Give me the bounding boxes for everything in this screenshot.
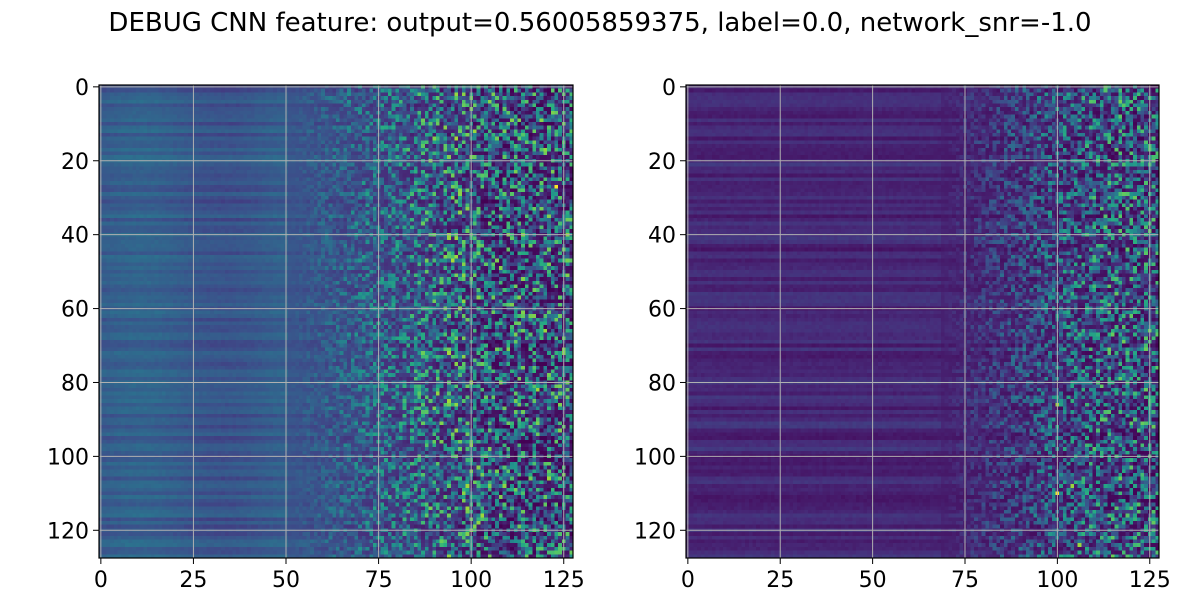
- x-tick-label: 50: [272, 568, 300, 593]
- x-tick-label: 25: [766, 568, 794, 593]
- x-tick-label: 125: [543, 568, 585, 593]
- x-tick-label: 100: [450, 568, 492, 593]
- y-tick-label: 40: [61, 224, 89, 249]
- x-tick-label: 0: [681, 568, 695, 593]
- y-tick-label: 80: [61, 371, 89, 396]
- axes-frame: [685, 84, 1160, 559]
- y-tick-label: 60: [61, 298, 89, 323]
- x-tick-label: 125: [1129, 568, 1171, 593]
- heatmap-image: [686, 85, 1159, 558]
- heatmap-image: [99, 85, 573, 558]
- y-tick-label: 120: [634, 519, 676, 544]
- x-tick-label: 100: [1036, 568, 1078, 593]
- y-tick-label: 0: [662, 76, 676, 101]
- y-tick-label: 100: [47, 445, 89, 470]
- x-tick-label: 0: [94, 568, 108, 593]
- y-tick-label: 100: [634, 445, 676, 470]
- y-tick-label: 40: [648, 224, 676, 249]
- y-tick-label: 120: [47, 519, 89, 544]
- axes-frame: [98, 84, 574, 559]
- y-tick-label: 0: [75, 76, 89, 101]
- heatmap-panel-1: 0 25 50 75 100 125 0 20 40 60 80 100 120: [47, 76, 585, 593]
- y-tick-label: 20: [61, 150, 89, 175]
- x-tick-label: 75: [951, 568, 979, 593]
- x-tick-label: 50: [859, 568, 887, 593]
- figure-title: DEBUG CNN feature: output=0.56005859375,…: [108, 8, 1092, 38]
- y-tick-label: 20: [648, 150, 676, 175]
- y-tick-label: 80: [648, 371, 676, 396]
- y-tick-label: 60: [648, 298, 676, 323]
- x-tick-label: 75: [365, 568, 393, 593]
- heatmap-panel-2: 0 25 50 75 100 125 0 20 40 60 80 100 120: [634, 76, 1171, 593]
- x-tick-label: 25: [179, 568, 207, 593]
